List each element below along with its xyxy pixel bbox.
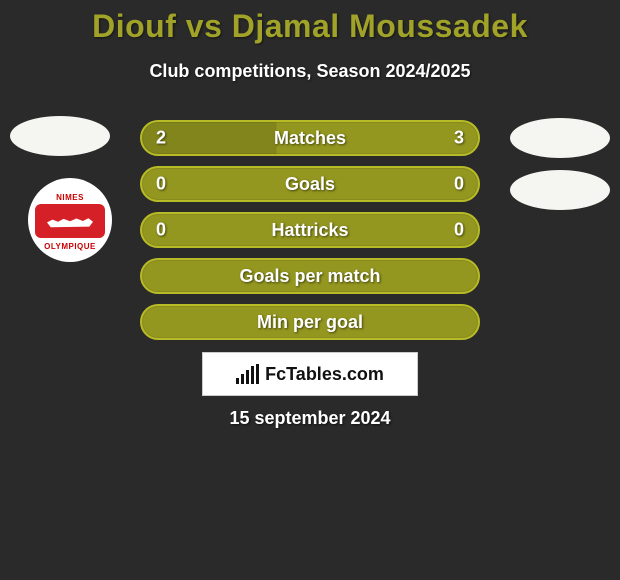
- player-right-club-avatar: [510, 170, 610, 210]
- stat-row-hattricks: 0 Hattricks 0: [140, 212, 480, 248]
- snapshot-date: 15 september 2024: [0, 408, 620, 429]
- club-badge-line1: NIMES: [56, 193, 84, 202]
- player-right-avatar: [510, 118, 610, 158]
- club-badge-emblem: [35, 204, 105, 238]
- stat-label: Min per goal: [257, 312, 363, 333]
- player-left-club-badge: NIMES OLYMPIQUE: [28, 178, 112, 262]
- page-title: Diouf vs Djamal Moussadek: [0, 0, 620, 45]
- stat-left-value: 0: [156, 220, 166, 241]
- stat-label: Hattricks: [271, 220, 348, 241]
- stat-row-matches: 2 Matches 3: [140, 120, 480, 156]
- player-left-avatar: [10, 116, 110, 156]
- stat-row-min-per-goal: Min per goal: [140, 304, 480, 340]
- stat-row-goals: 0 Goals 0: [140, 166, 480, 202]
- stats-container: 2 Matches 3 0 Goals 0 0 Hattricks 0 Goal…: [140, 120, 480, 350]
- stat-left-value: 0: [156, 174, 166, 195]
- stat-label: Goals per match: [239, 266, 380, 287]
- page-subtitle: Club competitions, Season 2024/2025: [0, 61, 620, 82]
- stat-right-value: 0: [454, 220, 464, 241]
- fctables-logo-icon: [236, 364, 259, 384]
- stat-label: Goals: [285, 174, 335, 195]
- club-badge-line2: OLYMPIQUE: [44, 242, 96, 251]
- stat-label: Matches: [274, 128, 346, 149]
- fctables-label: FcTables.com: [265, 364, 384, 385]
- stat-right-value: 3: [454, 128, 464, 149]
- stat-row-goals-per-match: Goals per match: [140, 258, 480, 294]
- fctables-watermark: FcTables.com: [202, 352, 418, 396]
- stat-left-value: 2: [156, 128, 166, 149]
- stat-right-value: 0: [454, 174, 464, 195]
